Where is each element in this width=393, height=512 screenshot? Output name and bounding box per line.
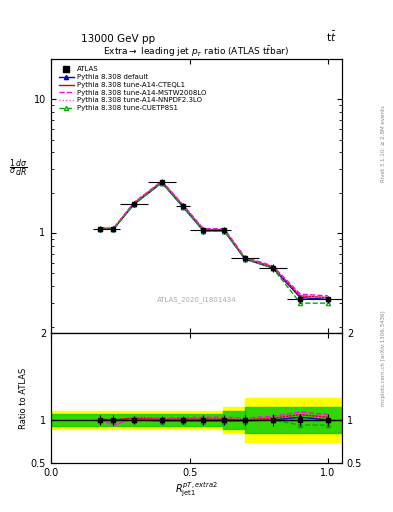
Y-axis label: $\frac{1}{\sigma}\frac{d\sigma}{dR}$: $\frac{1}{\sigma}\frac{d\sigma}{dR}$ [9,158,28,179]
Legend: ATLAS, Pythia 8.308 default, Pythia 8.308 tune-A14-CTEQL1, Pythia 8.308 tune-A14: ATLAS, Pythia 8.308 default, Pythia 8.30… [57,65,208,113]
X-axis label: $R_{\rm jet1}^{pT,extra2}$: $R_{\rm jet1}^{pT,extra2}$ [175,481,218,499]
Text: mcplots.cern.ch [arXiv:1306.3436]: mcplots.cern.ch [arXiv:1306.3436] [381,311,386,406]
Text: Rivet 3.1.10; ≥ 2.8M events: Rivet 3.1.10; ≥ 2.8M events [381,105,386,182]
Text: t$\bar{t}$: t$\bar{t}$ [325,29,336,44]
Y-axis label: Ratio to ATLAS: Ratio to ATLAS [19,368,28,429]
Text: 13000 GeV pp: 13000 GeV pp [81,33,155,44]
Text: ATLAS_2020_I1801434: ATLAS_2020_I1801434 [157,296,236,304]
Title: Extra$\rightarrow$ leading jet $p_T$ ratio (ATLAS t$\bar{t}$bar): Extra$\rightarrow$ leading jet $p_T$ rat… [103,44,290,59]
Text: 1: 1 [39,228,45,238]
